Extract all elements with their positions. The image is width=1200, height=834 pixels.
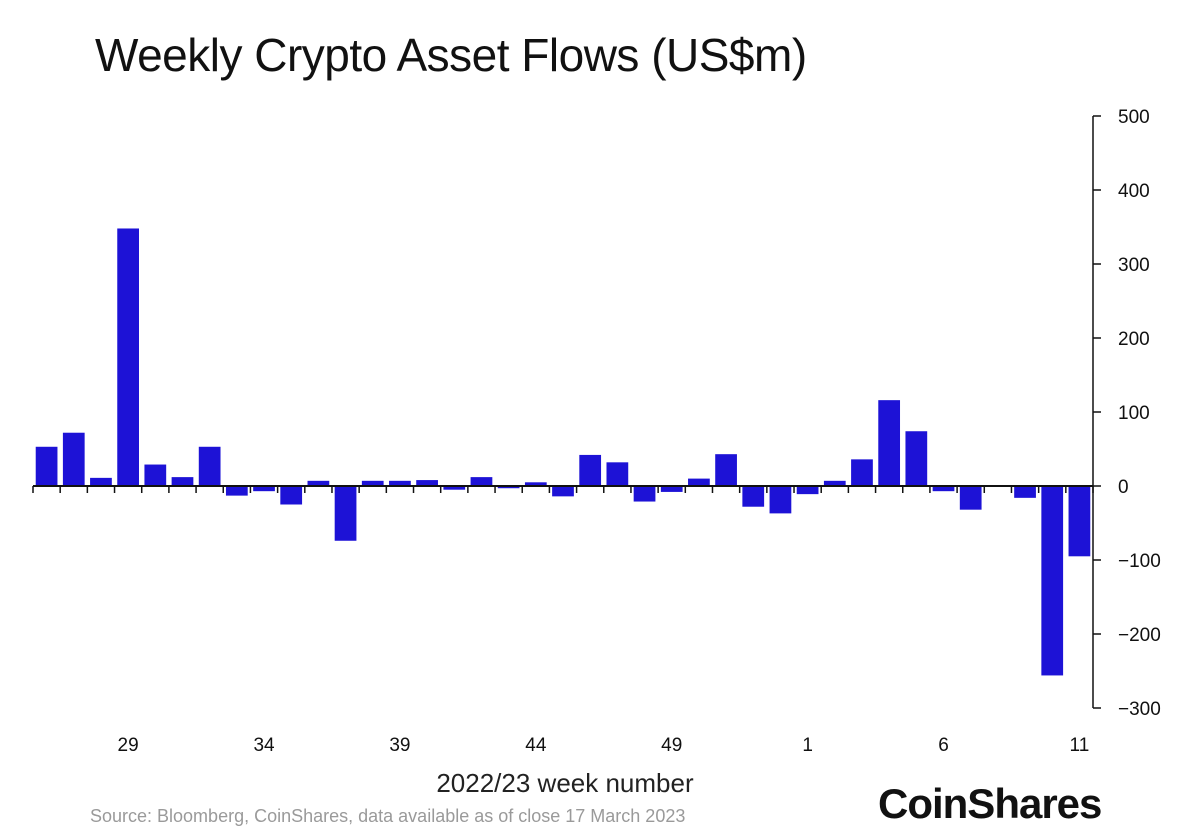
bar	[280, 486, 303, 505]
bar	[796, 486, 819, 495]
x-tick-label: 49	[661, 735, 682, 756]
y-tick-label: 100	[1118, 403, 1150, 424]
x-tick-label: 44	[525, 735, 547, 756]
bar	[443, 486, 466, 490]
y-tick-label: 0	[1118, 477, 1129, 498]
bar	[497, 486, 520, 489]
bar	[959, 486, 982, 510]
bar	[470, 477, 493, 486]
bar	[361, 480, 384, 486]
chart-title: Weekly Crypto Asset Flows (US$m)	[95, 29, 807, 81]
x-tick-label: 39	[389, 735, 410, 756]
bar	[552, 486, 574, 497]
x-tick-label: 34	[253, 735, 275, 756]
bar	[253, 486, 275, 492]
x-tick-label: 1	[802, 735, 813, 756]
bar	[198, 446, 221, 486]
bar	[1068, 486, 1091, 557]
y-tick-label: 200	[1118, 329, 1150, 350]
bar	[579, 454, 602, 486]
x-tick-label: 29	[118, 735, 139, 756]
bar	[1041, 486, 1064, 676]
bar	[823, 480, 846, 486]
bar	[524, 482, 547, 486]
bar	[688, 478, 710, 486]
y-tick-label: −100	[1118, 551, 1161, 572]
y-tick-label: −200	[1118, 625, 1161, 646]
y-tick-label: 500	[1118, 107, 1150, 128]
y-tick-label: 300	[1118, 255, 1150, 276]
bar	[660, 486, 683, 492]
bar	[878, 400, 901, 486]
x-axis-title: 2022/23 week number	[436, 768, 694, 798]
bar	[1014, 486, 1036, 498]
y-axis: 500 400 300 200 100 0 −100 −200 −300	[1092, 107, 1161, 720]
source-note: Source: Bloomberg, CoinShares, data avai…	[90, 806, 686, 826]
bar	[606, 462, 629, 486]
bar	[742, 486, 765, 507]
bar	[144, 464, 167, 486]
bar	[715, 454, 737, 486]
bars-group	[35, 228, 1091, 676]
bar	[225, 486, 248, 496]
bar	[307, 480, 330, 486]
bar	[932, 486, 955, 492]
y-tick-label: −300	[1118, 699, 1161, 720]
bar	[90, 477, 112, 486]
bar	[334, 486, 357, 541]
x-tick-label: 6	[938, 735, 949, 756]
bar	[171, 477, 194, 486]
bar	[416, 480, 438, 486]
coinshares-logo: CoinShares	[878, 780, 1102, 827]
bar	[905, 431, 928, 486]
bar	[389, 480, 411, 486]
y-tick-label: 400	[1118, 181, 1150, 202]
bar	[851, 459, 873, 486]
bar	[769, 486, 792, 514]
bar	[62, 432, 85, 486]
bar	[117, 228, 139, 487]
bar	[633, 486, 656, 502]
x-axis: 29 34 39 44 49 1 6 11	[32, 485, 1094, 756]
x-tick-label: 11	[1070, 735, 1090, 756]
bar	[35, 446, 58, 486]
